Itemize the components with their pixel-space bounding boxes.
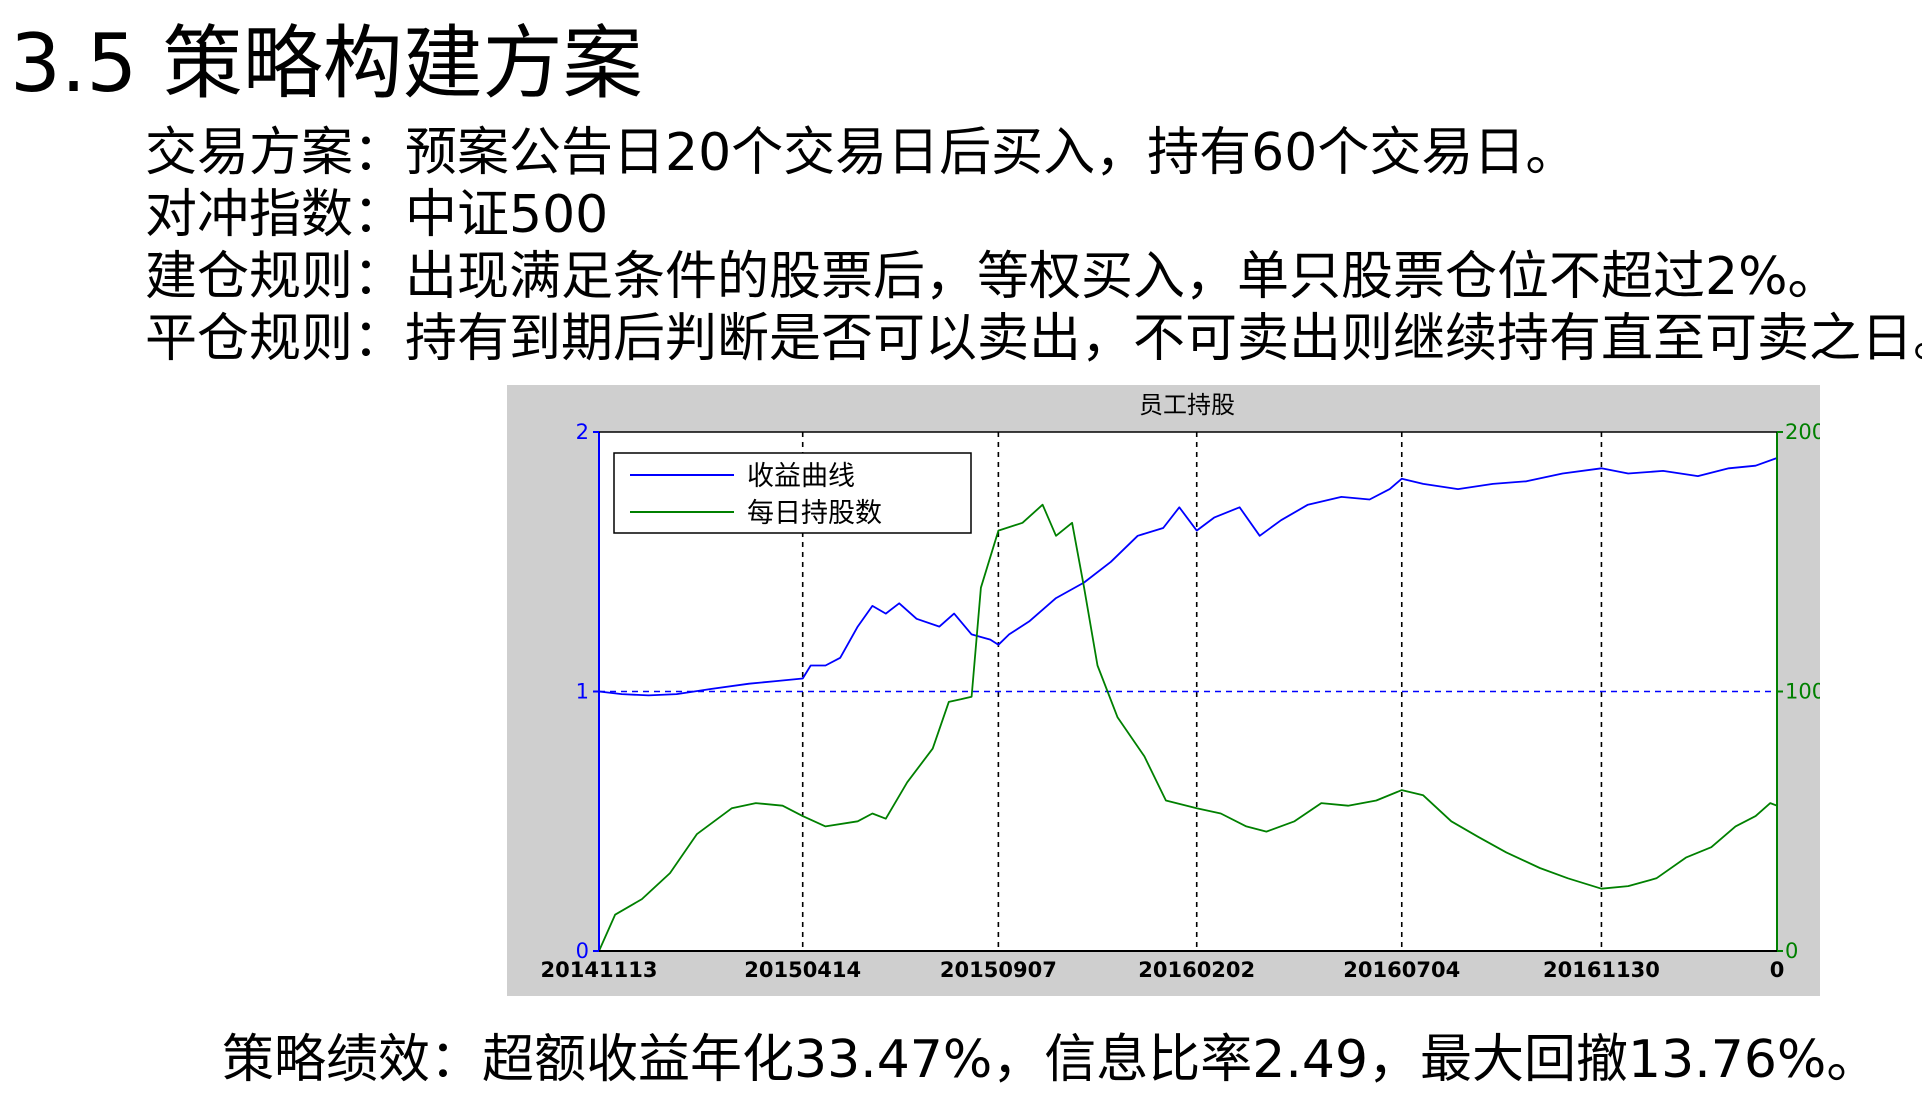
y-left-tick-label: 1 <box>576 680 589 704</box>
chart-panel: 20141113 20150414 20150907 20160202 20160704… <box>507 385 1820 996</box>
x-corner-label: 0 <box>1770 958 1785 982</box>
series-line-1 <box>598 457 1778 697</box>
y-right-tick-label: 200 <box>1785 420 1820 444</box>
x-tick-label: 20150907 <box>940 958 1057 982</box>
y-left-tick-label: 2 <box>576 420 589 444</box>
x-tick-label: 20150414 <box>744 958 861 982</box>
legend-label-2: 每日持股数 <box>747 498 882 529</box>
bullet-hedge-index: 对冲指数：中证500 <box>145 185 609 245</box>
chart-title: 员工持股 <box>1139 391 1235 419</box>
y-right-tick-label: 100 <box>1785 680 1820 704</box>
bullet-close-rule: 平仓规则：持有到期后判断是否可以卖出，不可卖出则继续持有直至可卖之日。 <box>145 309 1922 369</box>
bullet-open-rule: 建仓规则：出现满足条件的股票后，等权买入，单只股票仓位不超过2%。 <box>145 247 1840 307</box>
bullet-list: 交易方案：预案公告日20个交易日后买入，持有60个交易日。 对冲指数：中证500… <box>145 122 1922 370</box>
x-tick-label: 20160704 <box>1343 958 1460 982</box>
slide-title: 3.5 策略构建方案 <box>10 17 643 110</box>
line-chart: 20141113 20150414 20150907 20160202 20160704… <box>541 391 1820 982</box>
x-tick-label: 20160202 <box>1138 958 1255 982</box>
bullet-trading-plan: 交易方案：预案公告日20个交易日后买入，持有60个交易日。 <box>145 123 1578 183</box>
y-left-tick-label: 0 <box>576 939 589 963</box>
legend-box <box>613 452 972 534</box>
legend-label-1: 收益曲线 <box>747 461 855 492</box>
y-right-tick-label: 0 <box>1785 939 1798 963</box>
series-line-2 <box>598 503 1778 952</box>
performance-summary: 策略绩效：超额收益年化33.47%，信息比率2.49，最大回撤13.76%。 <box>222 1030 1879 1090</box>
x-tick-label: 20141113 <box>541 958 658 982</box>
x-tick-label: 20161130 <box>1543 958 1660 982</box>
